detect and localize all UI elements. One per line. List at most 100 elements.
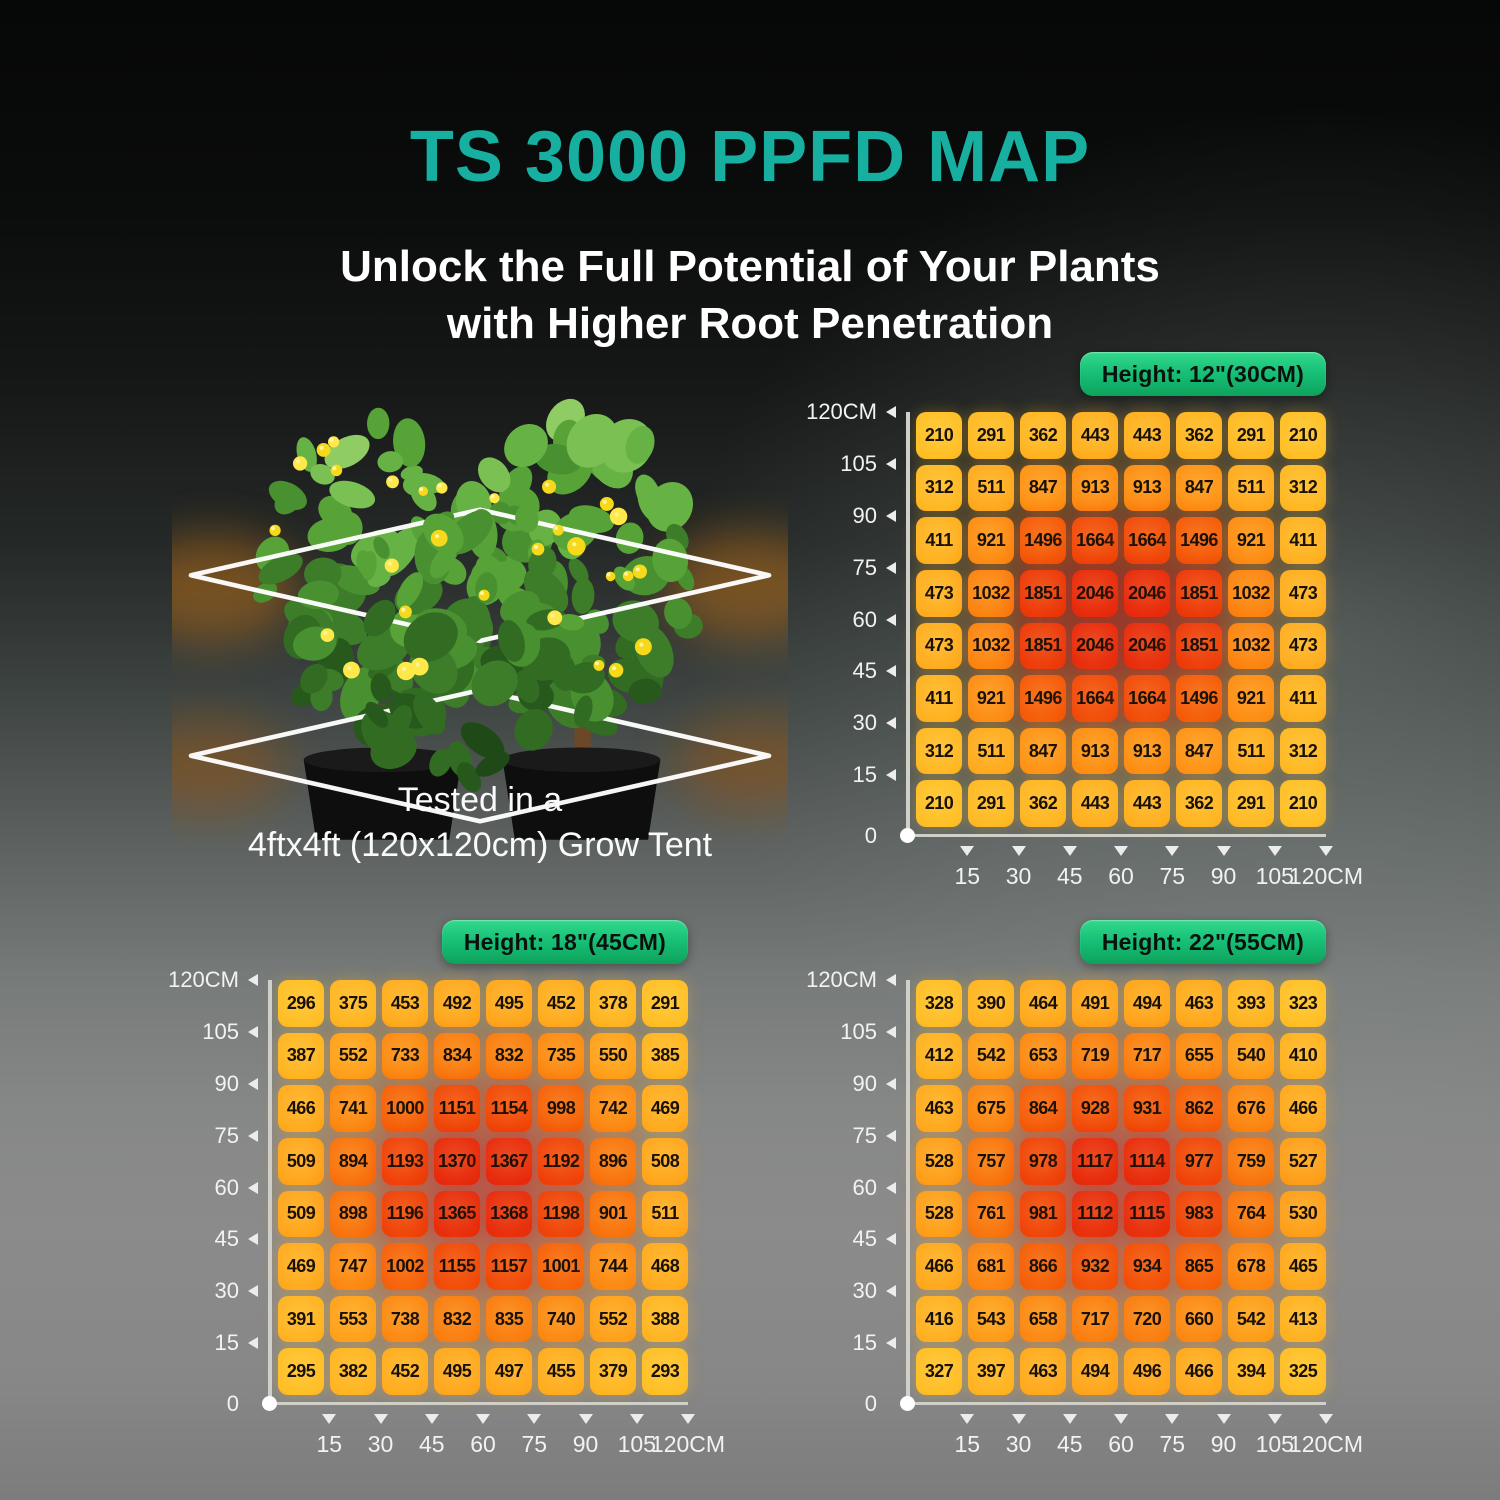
ppfd-cell: 747 <box>330 1243 376 1290</box>
ppfd-cell: 1496 <box>1176 675 1222 722</box>
leaf <box>568 505 614 533</box>
ppfd-cell: 542 <box>1228 1295 1274 1343</box>
leaf <box>504 423 548 468</box>
ppfd-cell: 921 <box>1228 675 1274 722</box>
ppfd-cell: 1151 <box>434 1085 480 1132</box>
flower-highlight <box>554 526 559 531</box>
ppfd-cell: 913 <box>1072 464 1118 512</box>
flower <box>396 661 416 681</box>
flower-highlight <box>639 642 644 647</box>
ppfd-cell: 1664 <box>1072 675 1118 722</box>
flower-highlight <box>401 666 407 672</box>
ppfd-cell: 1851 <box>1176 622 1222 670</box>
ppfd-cell: 1117 <box>1072 1137 1118 1185</box>
flower-highlight <box>479 591 485 596</box>
ppfd-cell: 382 <box>330 1348 376 1395</box>
ppfd-cell: 832 <box>486 1032 532 1080</box>
leaf <box>300 663 328 694</box>
y-tick-triangle-icon <box>248 974 258 986</box>
ppfd-cell: 210 <box>916 412 962 459</box>
y-axis-label: 90 <box>215 1071 258 1096</box>
flower <box>609 507 628 526</box>
leaf <box>429 544 457 579</box>
y-tick-triangle-icon <box>886 1181 896 1194</box>
y-tick-triangle-icon <box>886 1233 896 1246</box>
ppfd-cell: 653 <box>1020 1032 1066 1080</box>
ppfd-cell: 553 <box>330 1295 376 1343</box>
ppfd-cell: 387 <box>278 1032 324 1080</box>
leaf <box>625 425 655 464</box>
x-tick-triangle-icon <box>681 1414 695 1424</box>
ppfd-cell: 913 <box>1124 727 1170 775</box>
x-tick-triangle-icon <box>1319 1414 1333 1424</box>
height-badge: Height: 18"(45CM) <box>441 920 688 964</box>
y-axis-line <box>268 980 272 1405</box>
ppfd-cell: 412 <box>916 1032 962 1080</box>
ppfd-cell: 291 <box>1228 780 1274 827</box>
ppfd-cell: 864 <box>1020 1085 1066 1132</box>
y-axis-label: 30 <box>853 710 896 735</box>
ppfd-cell: 1114 <box>1124 1137 1170 1185</box>
flower <box>478 589 490 601</box>
x-tick-triangle-icon <box>960 1414 975 1424</box>
ppfd-cell: 1365 <box>434 1190 480 1238</box>
ppfd-cell: 388 <box>642 1295 688 1343</box>
y-axis-line <box>906 980 910 1405</box>
ppfd-cell: 491 <box>1072 980 1118 1027</box>
y-axis-label: 75 <box>853 1123 896 1148</box>
flower <box>386 475 399 489</box>
ppfd-cell: 291 <box>1228 412 1274 459</box>
flower <box>330 464 343 477</box>
ppfd-cell: 210 <box>916 780 962 827</box>
flower <box>599 496 614 511</box>
ppfd-cell: 466 <box>916 1243 962 1290</box>
ppfd-cell: 1032 <box>968 569 1014 617</box>
ppfd-cell: 865 <box>1176 1243 1222 1290</box>
ppfd-cell: 896 <box>590 1137 636 1185</box>
ppfd-grid: 296 375 453 492 495 452 378 291 387 552 733 834 832 7… <box>278 980 688 1395</box>
ppfd-cell: 1192 <box>538 1137 584 1185</box>
flower <box>292 456 308 471</box>
y-axis-label: 120CM <box>168 967 258 992</box>
flower <box>547 610 563 626</box>
ppfd-cell: 733 <box>382 1032 428 1080</box>
ppfd-cell: 658 <box>1020 1295 1066 1343</box>
x-axis-label: 105 <box>617 1431 656 1457</box>
ppfd-cell: 473 <box>1280 569 1326 617</box>
y-tick-triangle-icon <box>886 509 896 522</box>
leaf <box>365 701 389 728</box>
ppfd-cell: 735 <box>538 1032 584 1080</box>
leaf <box>373 536 390 559</box>
x-tick-triangle-icon <box>1114 846 1128 856</box>
page-title: TS 3000 PPFD MAP <box>409 117 1091 197</box>
ppfd-cell: 2046 <box>1124 569 1170 617</box>
ppfd-cell: 323 <box>1280 980 1326 1027</box>
plant-caption: Tested in a 4ftx4ft (120x120cm) Grow Ten… <box>130 778 830 868</box>
ppfd-cell: 473 <box>916 622 962 670</box>
y-axis-label: 120CM <box>806 967 896 992</box>
flower-highlight <box>415 662 420 667</box>
ppfd-cell: 720 <box>1124 1295 1170 1343</box>
ppfd-cell: 866 <box>1020 1243 1066 1290</box>
ppfd-cell: 676 <box>1228 1085 1274 1132</box>
x-tick-triangle-icon <box>1267 1414 1282 1424</box>
y-tick-triangle-icon <box>886 1025 896 1038</box>
y-axis-label: 75 <box>215 1123 258 1148</box>
leaf <box>310 464 335 485</box>
x-axis-label: 60 <box>470 1431 496 1457</box>
ppfd-cell: 550 <box>590 1032 636 1080</box>
flower <box>327 436 340 448</box>
ppfd-cell: 378 <box>590 980 636 1027</box>
ppfd-cell: 681 <box>968 1243 1014 1290</box>
y-tick-triangle-icon <box>886 974 896 986</box>
y-axis-label: 105 <box>202 1019 258 1044</box>
ppfd-cell: 291 <box>642 980 688 1027</box>
ppfd-cell: 1851 <box>1176 569 1222 617</box>
x-tick-triangle-icon <box>629 1414 644 1424</box>
y-axis-label: 15 <box>215 1330 258 1355</box>
ppfd-cell: 542 <box>968 1032 1014 1080</box>
y-tick-triangle-icon <box>248 1025 258 1038</box>
ppfd-cell: 1032 <box>968 622 1014 670</box>
ppfd-cell: 757 <box>968 1137 1014 1185</box>
y-axis-label: 30 <box>853 1278 896 1303</box>
